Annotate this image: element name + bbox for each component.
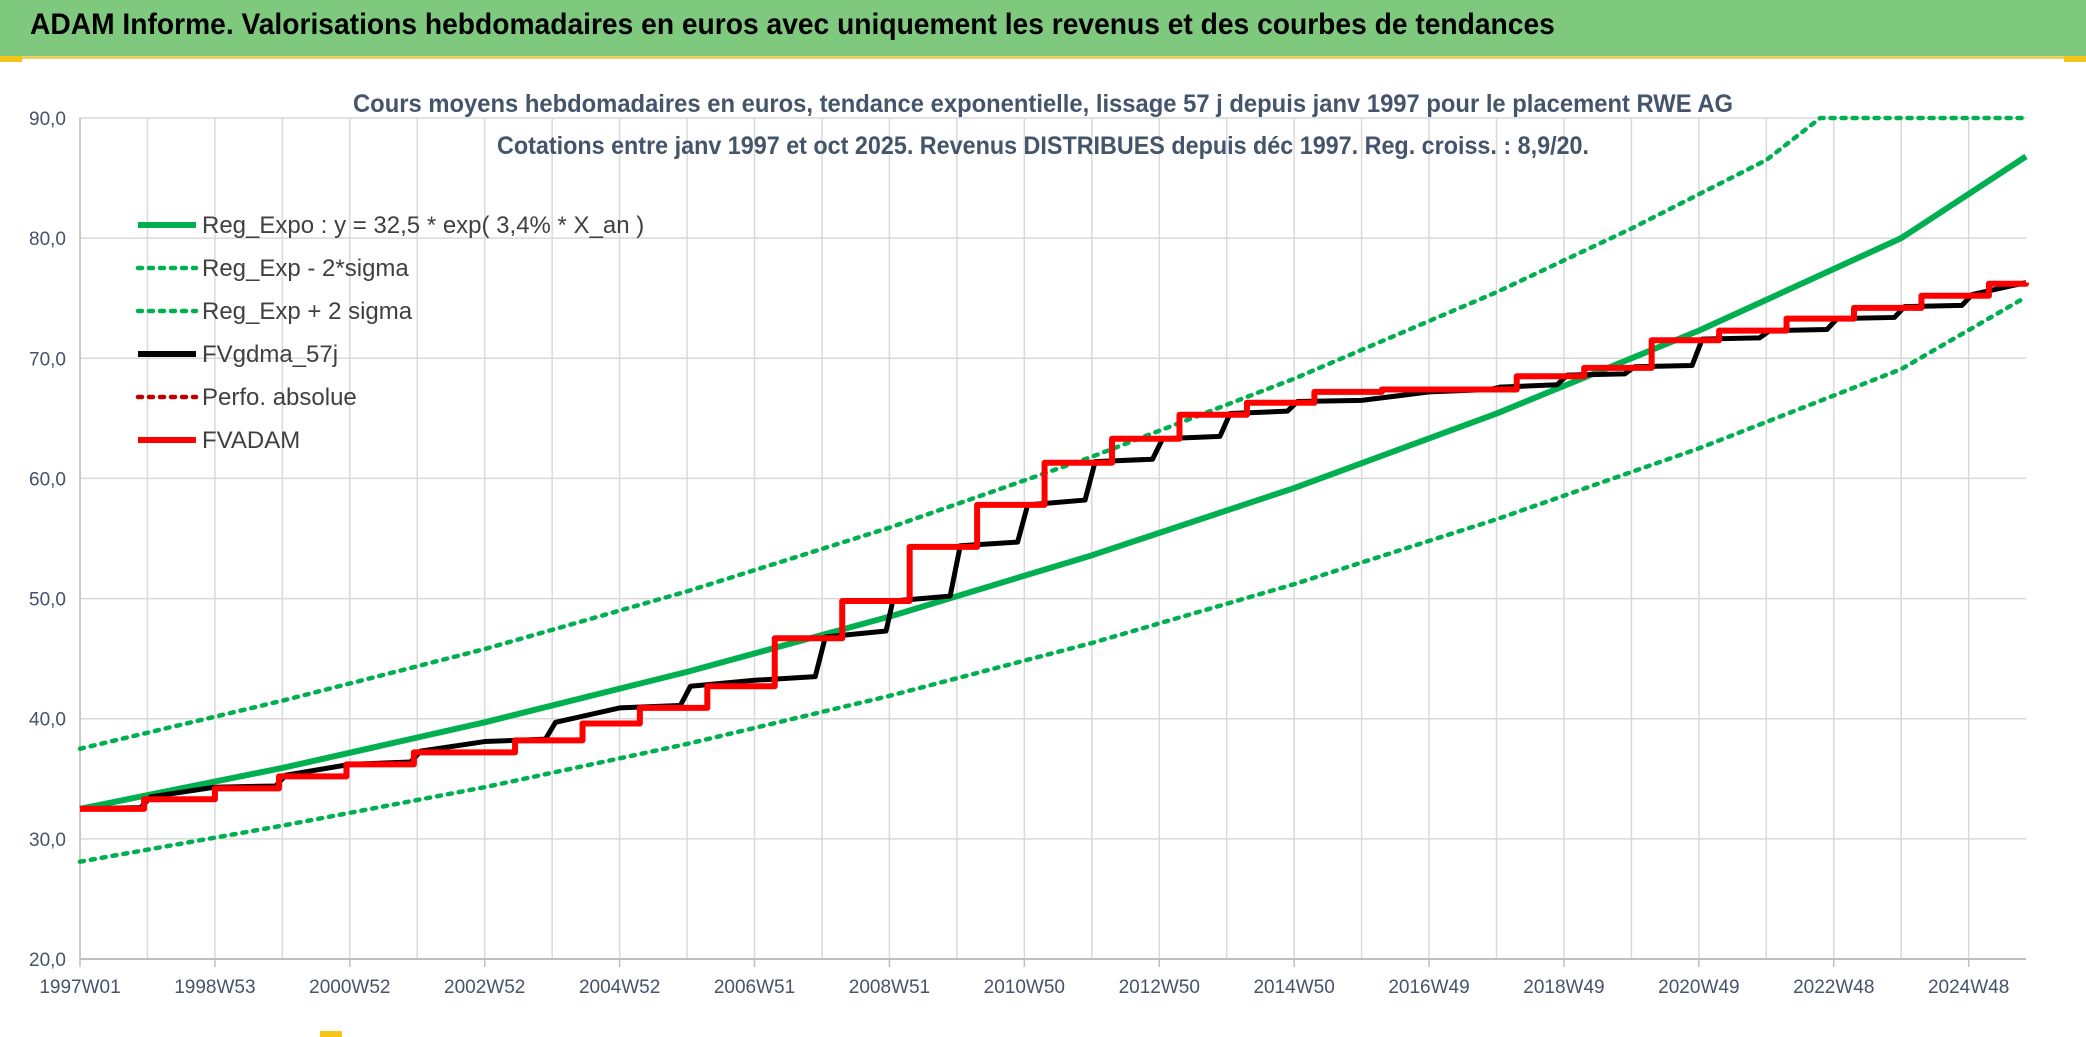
grid-group — [79, 117, 2026, 960]
x-tick-label: 2018W49 — [1523, 977, 1604, 998]
x-tick-label: 2016W49 — [1388, 977, 1469, 998]
x-tick-label: 2022W48 — [1793, 977, 1874, 998]
y-tick-label: 50,0 — [29, 590, 66, 611]
chart-svg: 20,0 30,0 40,0 50,0 60,0 70,0 80,0 90,0 1997W01 1… — [29, 90, 2029, 998]
y-tick-label: 60,0 — [29, 469, 66, 490]
legend-label: FVgdma_57j — [202, 341, 338, 368]
corner-marker-bottom — [320, 1031, 342, 1037]
chart-title: Cours moyens hebdomadaires en euros, ten… — [353, 90, 1733, 118]
series-line-5 — [80, 280, 2029, 812]
header-bar: ADAM Informe. Valorisations hebdomadaire… — [0, 0, 2086, 59]
y-tick-label: 20,0 — [29, 950, 66, 971]
corner-marker-right — [2064, 56, 2086, 62]
legend-label: FVADAM — [202, 427, 300, 454]
x-tick-label: 2012W50 — [1119, 977, 1200, 998]
x-tick-label: 2004W52 — [579, 977, 660, 998]
series-line-1 — [77, 294, 2029, 864]
x-tick-label: 2020W49 — [1658, 977, 1739, 998]
x-tick-label: 2024W48 — [1928, 977, 2009, 998]
y-tick-label: 70,0 — [29, 349, 66, 370]
chart-subtitle: Cotations entre janv 1997 et oct 2025. R… — [497, 132, 1589, 160]
legend-label: Reg_Exp + 2 sigma — [202, 298, 413, 325]
page-title: ADAM Informe. Valorisations hebdomadaire… — [30, 8, 1555, 41]
legend-label: Reg_Expo : y = 32,5 * exp( 3,4% * X_an ) — [202, 212, 644, 239]
series-line-2 — [77, 115, 2029, 751]
corner-marker-left — [0, 56, 22, 62]
x-tick-label: 2014W50 — [1253, 977, 1334, 998]
y-tick-label: 90,0 — [29, 109, 66, 130]
y-tick-label: 30,0 — [29, 830, 66, 851]
legend-label: Reg_Exp - 2*sigma — [202, 255, 409, 282]
x-tick-label: 1997W01 — [39, 977, 120, 998]
series-line-0 — [79, 153, 2028, 812]
x-tick-label: 2010W50 — [984, 977, 1065, 998]
legend: Reg_Expo : y = 32,5 * exp( 3,4% * X_an )… — [135, 212, 644, 454]
x-tick-label: 2000W52 — [309, 977, 390, 998]
x-tick-label: 2006W51 — [714, 977, 795, 998]
series-line-3 — [79, 280, 2027, 812]
y-tick-label: 40,0 — [29, 710, 66, 731]
x-tick-label: 1998W53 — [174, 977, 255, 998]
legend-label: Perfo. absolue — [202, 384, 357, 411]
y-tick-label: 80,0 — [29, 229, 66, 250]
x-tick-label: 2002W52 — [444, 977, 525, 998]
x-tick-label: 2008W51 — [849, 977, 930, 998]
